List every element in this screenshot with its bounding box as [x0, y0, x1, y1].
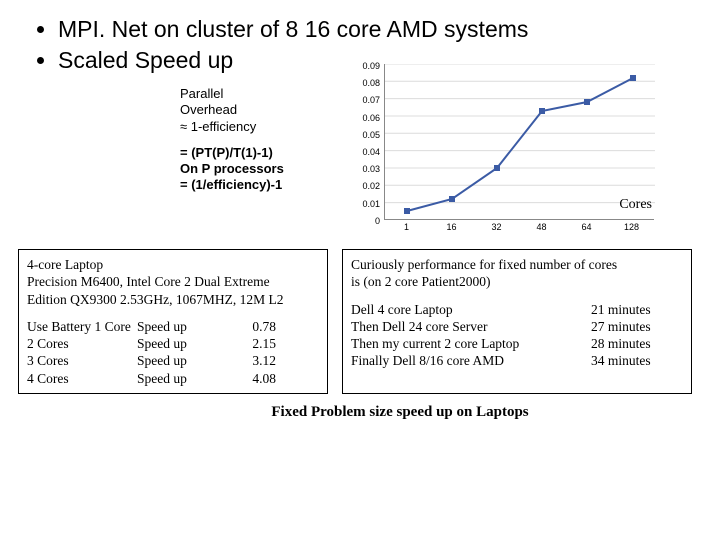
speedup-table: Use Battery 1 Core Speed up 0.78 2 Cores… [27, 318, 319, 387]
cell: Then Dell 24 core Server [351, 318, 591, 335]
ytick: 0.01 [350, 196, 384, 213]
plot-area [384, 64, 654, 220]
timing-box: Curiously performance for fixed number o… [342, 249, 692, 394]
ytick: 0.04 [350, 144, 384, 161]
box-line: Curiously performance for fixed number o… [351, 256, 683, 273]
table-row: Use Battery 1 Core Speed up 0.78 [27, 318, 319, 335]
cell: 3 Cores [27, 352, 137, 369]
table-row: 4 Cores Speed up 4.08 [27, 370, 319, 387]
xtick: 128 [609, 222, 654, 232]
cell: Speed up [137, 335, 232, 352]
cores-label: Cores [619, 197, 652, 213]
ytick: 0.08 [350, 75, 384, 92]
bullet-1: MPI. Net on cluster of 8 16 core AMD sys… [58, 14, 720, 45]
table-row: Then Dell 24 core Server 27 minutes [351, 318, 683, 335]
xtick: 1 [384, 222, 429, 232]
annot-line: = (PT(P)/T(1)-1) [180, 145, 340, 161]
cell: Speed up [137, 352, 232, 369]
cell: 28 minutes [591, 335, 681, 352]
cell: 21 minutes [591, 301, 681, 318]
cell: Finally Dell 8/16 core AMD [351, 352, 591, 369]
box-line: Edition QX9300 2.53GHz, 1067MHZ, 12M L2 [27, 291, 319, 308]
cell: Then my current 2 core Laptop [351, 335, 591, 352]
ytick: 0.09 [350, 58, 384, 75]
marker [449, 196, 455, 202]
gridlines [385, 64, 655, 203]
marker [630, 75, 636, 81]
ytick: 0.06 [350, 110, 384, 127]
marker [494, 165, 500, 171]
ytick: 0 [350, 213, 384, 230]
box-line: is (on 2 core Patient2000) [351, 273, 683, 290]
marker [539, 108, 545, 114]
overhead-annotation: Parallel Overhead ≈ 1-efficiency = (PT(P… [180, 86, 340, 194]
table-row: Dell 4 core Laptop 21 minutes [351, 301, 683, 318]
annot-line: ≈ 1-efficiency [180, 119, 340, 135]
footer-caption: Fixed Problem size speed up on Laptops [0, 404, 720, 421]
table-row: 2 Cores Speed up 2.15 [27, 335, 319, 352]
cell: Speed up [137, 370, 232, 387]
marker [584, 99, 590, 105]
cell: 4.08 [232, 370, 276, 387]
chart-svg [385, 64, 655, 220]
annot-line: = (1/efficiency)-1 [180, 177, 340, 193]
cell: Dell 4 core Laptop [351, 301, 591, 318]
table-row: 3 Cores Speed up 3.12 [27, 352, 319, 369]
cell: Use Battery 1 Core [27, 318, 137, 335]
ytick: 0.05 [350, 127, 384, 144]
table-row: Then my current 2 core Laptop 28 minutes [351, 335, 683, 352]
ytick: 0.02 [350, 178, 384, 195]
cell: 0.78 [232, 318, 276, 335]
annot-line: On P processors [180, 161, 340, 177]
cell: 2 Cores [27, 335, 137, 352]
marker [404, 208, 410, 214]
box-line: 4-core Laptop [27, 256, 319, 273]
x-axis: 1 16 32 48 64 128 [384, 222, 654, 232]
table-row: Finally Dell 8/16 core AMD 34 minutes [351, 352, 683, 369]
timing-table: Dell 4 core Laptop 21 minutes Then Dell … [351, 301, 683, 370]
laptop-box: 4-core Laptop Precision M6400, Intel Cor… [18, 249, 328, 394]
mid-row: Parallel Overhead ≈ 1-efficiency = (PT(P… [0, 86, 720, 233]
cell: 4 Cores [27, 370, 137, 387]
annot-line: Overhead [180, 102, 340, 118]
cell: 27 minutes [591, 318, 681, 335]
xtick: 48 [519, 222, 564, 232]
data-line [407, 78, 633, 211]
cell: 34 minutes [591, 352, 681, 369]
ytick: 0.03 [350, 161, 384, 178]
annot-line: Parallel [180, 86, 340, 102]
cell: 2.15 [232, 335, 276, 352]
y-axis: 0.09 0.08 0.07 0.06 0.05 0.04 0.03 0.02 … [350, 58, 384, 230]
ytick: 0.07 [350, 92, 384, 109]
xtick: 64 [564, 222, 609, 232]
box-line: Precision M6400, Intel Core 2 Dual Extre… [27, 273, 319, 290]
xtick: 16 [429, 222, 474, 232]
cell: Speed up [137, 318, 232, 335]
lower-row: 4-core Laptop Precision M6400, Intel Cor… [0, 249, 720, 394]
xtick: 32 [474, 222, 519, 232]
cell: 3.12 [232, 352, 276, 369]
line-chart: 0.09 0.08 0.07 0.06 0.05 0.04 0.03 0.02 … [350, 58, 670, 233]
